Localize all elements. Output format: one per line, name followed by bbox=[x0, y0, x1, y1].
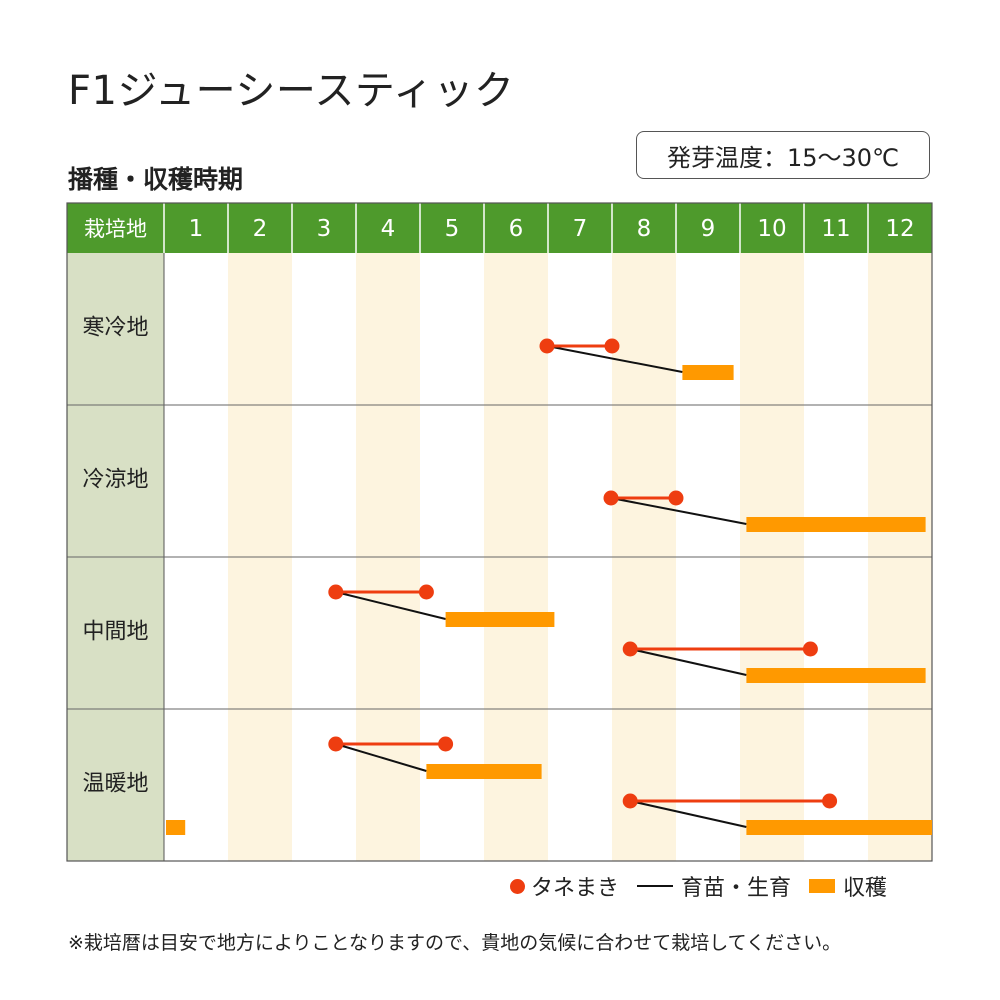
sowing-end-dot bbox=[822, 793, 838, 809]
sowing-start-dot bbox=[539, 338, 555, 354]
footnote: ※栽培暦は目安で地方によりことなりますので、貴地の気候に合わせて栽培してください… bbox=[68, 932, 842, 954]
harvest-bar bbox=[746, 668, 926, 683]
sowing-start-dot bbox=[603, 490, 619, 506]
month-tick-6: 6 bbox=[509, 216, 524, 242]
month-tick-3: 3 bbox=[317, 216, 332, 242]
sowing-start-dot bbox=[328, 584, 344, 600]
region-label-4: 温暖地 bbox=[82, 772, 148, 797]
month-tick-10: 10 bbox=[757, 216, 786, 242]
region-label-1: 寒冷地 bbox=[82, 316, 148, 341]
nursery-line bbox=[335, 743, 427, 772]
month-tick-12: 12 bbox=[885, 216, 914, 242]
sowing-end-dot bbox=[668, 490, 684, 506]
header-label: 栽培地 bbox=[84, 217, 147, 241]
harvest-bar bbox=[166, 820, 186, 835]
month-tick-5: 5 bbox=[445, 216, 460, 242]
sowing-end-dot bbox=[418, 584, 434, 600]
legend-item-harvest: 収穫 bbox=[809, 870, 887, 902]
month-tick-4: 4 bbox=[381, 216, 396, 242]
sowing-end-dot bbox=[604, 338, 620, 354]
legend-sowing-label: タネまき bbox=[531, 876, 620, 901]
chart-legend: タネまき 育苗・生育 収穫 bbox=[510, 868, 887, 904]
harvest-bar bbox=[746, 820, 932, 835]
month-tick-2: 2 bbox=[253, 216, 268, 242]
region-label-3: 中間地 bbox=[82, 620, 148, 645]
month-tick-8: 8 bbox=[637, 216, 652, 242]
month-tick-9: 9 bbox=[701, 216, 716, 242]
page-title: F1ジューシースティック bbox=[68, 68, 515, 114]
sowing-dot-icon bbox=[510, 878, 525, 894]
sowing-start-dot bbox=[622, 793, 638, 809]
sowing-start-dot bbox=[328, 736, 344, 752]
month-tick-1: 1 bbox=[189, 216, 204, 242]
harvest-bar bbox=[746, 517, 926, 532]
header-row bbox=[67, 203, 932, 253]
nursery-line bbox=[335, 591, 446, 620]
harvest-bar bbox=[445, 612, 555, 627]
sowing-end-dot bbox=[802, 641, 818, 657]
legend-harvest-label: 収穫 bbox=[843, 876, 888, 901]
germination-temp-box: 発芽温度：15〜30℃ bbox=[636, 131, 930, 179]
nursery-line bbox=[629, 800, 747, 828]
harvest-bar bbox=[682, 365, 734, 380]
legend-item-nursery: 育苗・生育 bbox=[637, 870, 791, 902]
sowing-start-dot bbox=[622, 641, 638, 657]
region-label-2: 冷涼地 bbox=[82, 468, 148, 493]
month-tick-11: 11 bbox=[821, 216, 850, 242]
nursery-line bbox=[629, 648, 747, 676]
chart-frame bbox=[66, 202, 933, 862]
legend-item-sowing: タネまき bbox=[510, 870, 619, 902]
harvest-bar bbox=[426, 764, 542, 779]
month-tick-7: 7 bbox=[573, 216, 588, 242]
harvest-bar-icon bbox=[809, 879, 836, 893]
nursery-line bbox=[546, 345, 683, 373]
nursery-line bbox=[610, 497, 747, 525]
legend-nursery-label: 育苗・生育 bbox=[681, 876, 792, 901]
chart-subtitle: 播種・収穫時期 bbox=[68, 165, 244, 194]
sowing-end-dot bbox=[438, 736, 454, 752]
nursery-line-icon bbox=[637, 885, 674, 887]
